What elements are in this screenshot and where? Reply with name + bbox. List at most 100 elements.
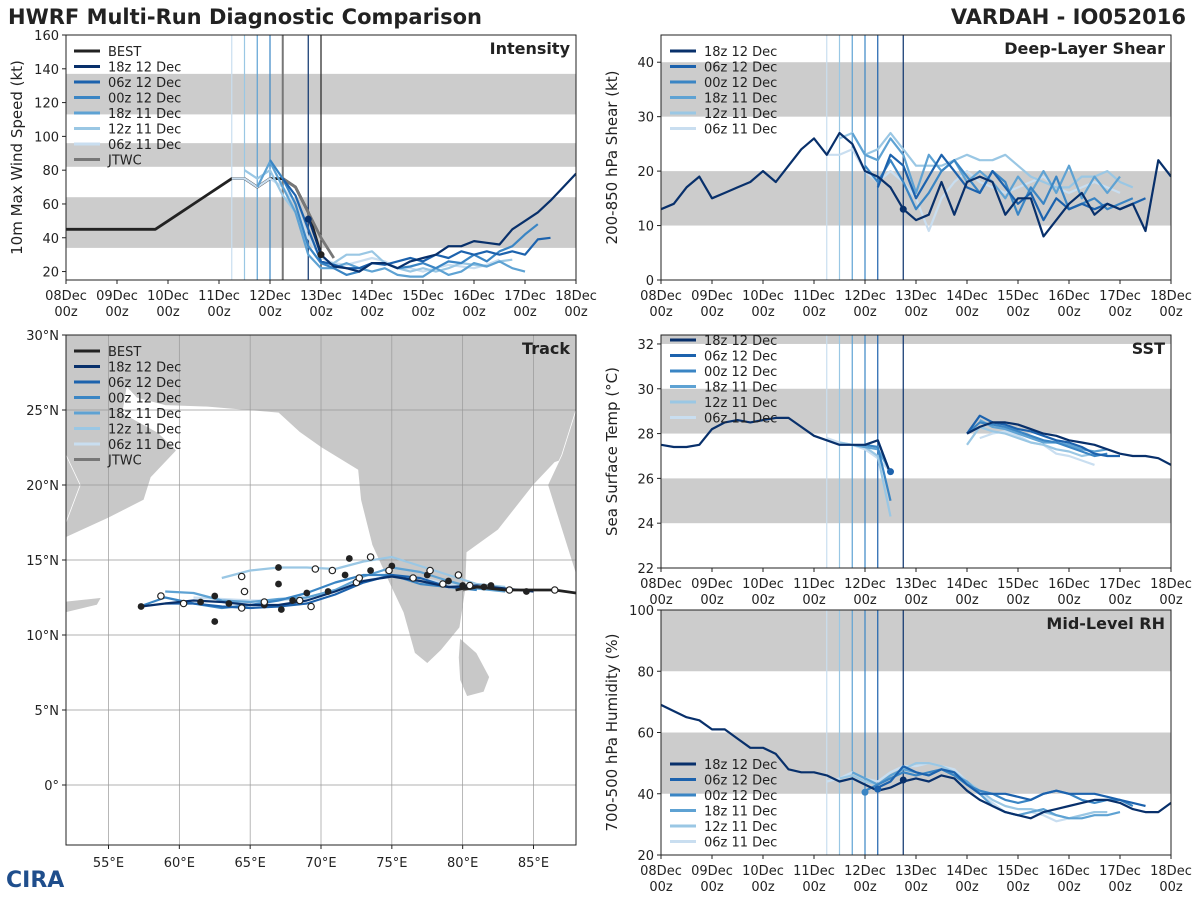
track-plot-area — [66, 335, 576, 845]
track-point-filled — [277, 606, 285, 613]
shear-xtick-label: 00z — [1057, 305, 1081, 320]
track-point-filled — [445, 577, 452, 585]
track-point-filled — [225, 600, 233, 607]
sst-xtick-label: 11Dec — [793, 577, 835, 592]
intensity-ytick-label: 60 — [42, 198, 59, 213]
track-xtick-label: 60°E — [164, 856, 195, 871]
sst-xtick-label: 00z — [1057, 593, 1081, 608]
sst-xtick-label: 00z — [1108, 593, 1132, 608]
shear-series-line — [661, 131, 1171, 238]
track-point-open — [237, 604, 246, 612]
sst-title: SST — [1132, 339, 1165, 358]
track-point-open — [307, 602, 315, 611]
intensity-legend-label: 18z 11 Dec — [108, 107, 181, 122]
shear-xtick-label: 15Dec — [997, 289, 1039, 304]
rh-xtick-label: 00z — [649, 880, 673, 895]
intensity-xtick-label: 00z — [258, 305, 282, 320]
shear-xtick-label: 16Dec — [1048, 289, 1090, 304]
rh-xtick-label: 08Dec — [640, 864, 682, 879]
sst-legend-label: 18z 11 Dec — [704, 381, 777, 396]
track-line — [455, 585, 576, 595]
shear-xtick-label: 14Dec — [946, 289, 988, 304]
rh-legend-label: 12z 11 Dec — [704, 820, 777, 835]
sst-xtick-label: 10Dec — [742, 577, 784, 592]
sst-ytick-label: 32 — [637, 338, 654, 353]
intensity-plot-area — [66, 35, 576, 280]
rh-ytick-label: 40 — [637, 788, 654, 803]
intensity-series-line — [282, 177, 335, 259]
rh-xtick-label: 17Dec — [1099, 864, 1141, 879]
intensity-xtick-label: 10Dec — [147, 289, 189, 304]
sst-xtick-label: 09Dec — [691, 577, 733, 592]
track-legend-label: JTWC — [107, 454, 142, 469]
sst-xtick-label: 17Dec — [1099, 577, 1141, 592]
rh-xtick-label: 14Dec — [946, 864, 988, 879]
shear-ytick-label: 30 — [637, 111, 654, 126]
rh-xtick-label: 15Dec — [997, 864, 1039, 879]
rh-series-line — [877, 765, 1146, 808]
sst-xtick-label: 14Dec — [946, 577, 988, 592]
rh-ytick-label: 100 — [629, 604, 654, 619]
sst-xtick-label: 00z — [700, 593, 724, 608]
rh-series-line — [661, 703, 1171, 820]
rh-title: Mid-Level RH — [1046, 614, 1165, 633]
sri-lanka — [457, 637, 491, 697]
intensity-legend-label: 06z 11 Dec — [108, 138, 181, 153]
shear-xtick-label: 00z — [853, 305, 877, 320]
shear-plot-area — [661, 35, 1171, 280]
shear-band-1 — [661, 62, 1171, 117]
rh-legend-label: 18z 11 Dec — [704, 805, 777, 820]
intensity-legend-label: BEST — [108, 45, 141, 60]
shear-legend-label: 18z 12 Dec — [704, 45, 777, 60]
intensity-ytick-label: 120 — [34, 97, 59, 112]
intensity-series-line — [243, 169, 513, 273]
track-point-open — [240, 587, 249, 596]
track-point-open — [366, 553, 375, 561]
intensity-legend-label: 18z 12 Dec — [108, 61, 181, 76]
shear-xtick-label: 00z — [649, 305, 673, 320]
intensity-xtick-label: 08Dec — [45, 289, 87, 304]
intensity-legend-label: 12z 11 Dec — [108, 123, 181, 138]
sst-ytick-label: 26 — [637, 472, 654, 487]
intensity-xtick-label: 00z — [309, 305, 333, 320]
rh-series-line — [826, 761, 1095, 823]
track-point-open — [311, 565, 320, 573]
rh-xtick-label: 00z — [700, 880, 724, 895]
sst-xtick-label: 16Dec — [1048, 577, 1090, 592]
sst-xtick-label: 15Dec — [997, 577, 1039, 592]
track-point-open — [157, 592, 165, 600]
rh-xtick-label: 13Dec — [895, 864, 937, 879]
shear-xtick-label: 17Dec — [1099, 289, 1141, 304]
shear-series-line — [864, 159, 1134, 216]
rh-xtick-label: 00z — [955, 880, 979, 895]
rh-xtick-label: 00z — [1057, 880, 1081, 895]
track-ytick-label: 10°N — [26, 629, 59, 644]
intensity-ytick-label: 40 — [42, 232, 59, 247]
track-legend-label: 18z 12 Dec — [108, 361, 181, 376]
track-point-filled — [480, 583, 488, 591]
intensity-xtick-label: 00z — [54, 305, 78, 320]
track-point-filled — [289, 597, 297, 604]
rh-xtick-label: 00z — [1108, 880, 1132, 895]
sst-xtick-label: 00z — [649, 593, 673, 608]
track-legend-label: 06z 12 Dec — [108, 376, 181, 391]
track-ytick-label: 30°N — [26, 329, 59, 344]
arabia-coast — [66, 454, 81, 523]
track-point-filled — [211, 592, 219, 600]
sst-series-line — [966, 421, 1171, 466]
track-xtick-label: 70°E — [305, 856, 336, 871]
track-legend-label: BEST — [108, 345, 141, 360]
intensity-xtick-label: 12Dec — [249, 289, 291, 304]
sst-xtick-label: 00z — [1159, 593, 1183, 608]
shear-xtick-label: 00z — [1006, 305, 1030, 320]
track-point-filled — [341, 571, 349, 579]
track-point-filled — [523, 588, 530, 595]
intensity-xtick-label: 00z — [564, 305, 588, 320]
rh-xtick-label: 00z — [802, 880, 826, 895]
shear-ytick-label: 10 — [637, 220, 654, 235]
intensity-xtick-label: 00z — [513, 305, 537, 320]
rh-marker — [899, 776, 907, 784]
track-xtick-label: 65°E — [235, 856, 266, 871]
